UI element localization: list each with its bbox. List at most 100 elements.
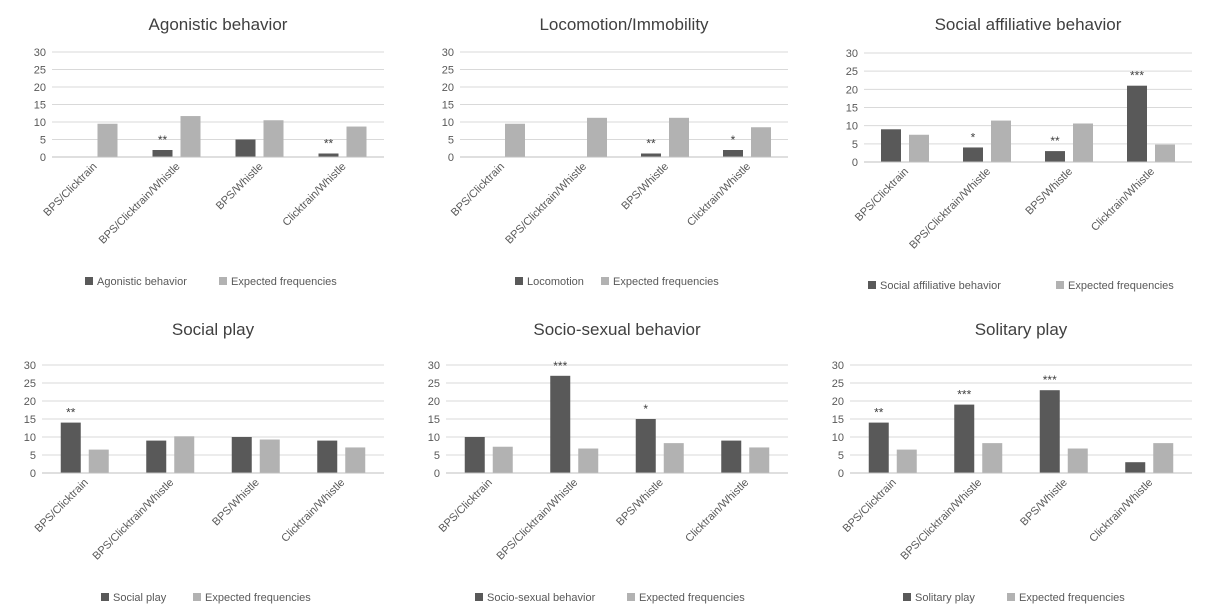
bar-observed bbox=[723, 150, 743, 157]
bar-observed bbox=[1045, 151, 1065, 162]
bar-expected bbox=[1073, 123, 1093, 162]
x-tick-label: Clicktrain/Whistle bbox=[1087, 477, 1155, 545]
y-tick-label: 0 bbox=[852, 157, 858, 169]
legend: Agonistic behavior Expected frequencies bbox=[85, 276, 337, 288]
y-tick-label: 15 bbox=[34, 100, 46, 112]
significance-label: * bbox=[643, 402, 648, 416]
x-tick-label: BPS/Clicktrain bbox=[437, 477, 495, 535]
legend-label: Expected frequencies bbox=[1068, 280, 1174, 292]
legend-label: Social affiliative behavior bbox=[880, 280, 1001, 292]
y-tick-label: 10 bbox=[34, 117, 46, 129]
legend-label: Solitary play bbox=[915, 592, 975, 604]
bar-observed bbox=[1039, 390, 1060, 473]
chart-title: Agonistic behavior bbox=[149, 15, 288, 34]
legend: Social play Expected frequencies bbox=[101, 592, 311, 604]
y-tick-label: 0 bbox=[434, 468, 440, 480]
bar-observed bbox=[550, 375, 571, 473]
chart-svg: Social affiliative behavior 0 5 10 15 20 25 30 B… bbox=[846, 15, 1192, 292]
y-tick-label: 25 bbox=[832, 378, 844, 390]
x-tick-label: Clicktrain/Whistle bbox=[685, 161, 753, 229]
legend-label: Locomotion bbox=[527, 276, 584, 288]
y-tick-label: 20 bbox=[24, 396, 36, 408]
y-tick-label: 25 bbox=[428, 378, 440, 390]
bar-expected bbox=[97, 123, 118, 157]
bar-expected bbox=[896, 449, 917, 473]
y-tick-label: 5 bbox=[30, 450, 36, 462]
legend-swatch bbox=[601, 277, 609, 285]
significance-label: ** bbox=[324, 137, 334, 151]
legend: Locomotion Expected frequencies bbox=[515, 276, 719, 288]
bar-expected bbox=[991, 120, 1011, 162]
bar-expected bbox=[263, 120, 284, 157]
y-tick-label: 20 bbox=[846, 84, 858, 96]
chart-panel: Social play 0 5 10 15 20 25 30 ** BPS/Clicktrain B… bbox=[0, 305, 404, 610]
bar-expected bbox=[259, 439, 280, 473]
chart-title: Locomotion/Immobility bbox=[539, 15, 709, 34]
y-tick-label: 5 bbox=[852, 139, 858, 151]
chart-panel: Socio-sexual behavior 0 5 10 15 20 25 30 BPS/Cli… bbox=[404, 305, 808, 610]
x-tick-label: BPS/Clicktrain/Whistle bbox=[97, 161, 183, 247]
y-tick-label: 25 bbox=[34, 65, 46, 77]
bar-expected bbox=[88, 449, 109, 473]
y-tick-label: 20 bbox=[428, 396, 440, 408]
chart-panel: Social affiliative behavior 0 5 10 15 20 25 30 B… bbox=[808, 0, 1212, 305]
x-tick-label: BPS/Whistle bbox=[619, 161, 671, 213]
y-tick-label: 15 bbox=[442, 100, 454, 112]
x-tick-label: BPS/Clicktrain/Whistle bbox=[495, 477, 581, 563]
bar-expected bbox=[749, 447, 770, 473]
y-tick-label: 30 bbox=[428, 360, 440, 372]
bar-observed bbox=[954, 404, 975, 473]
legend-label: Expected frequencies bbox=[231, 276, 337, 288]
bar-observed bbox=[231, 437, 252, 473]
chart-title: Social play bbox=[172, 320, 255, 339]
chart-panel: Agonistic behavior 0 5 10 15 20 25 30 BPS/Clickt… bbox=[0, 0, 404, 305]
significance-label: ** bbox=[158, 133, 168, 147]
legend-label: Agonistic behavior bbox=[97, 276, 187, 288]
x-tick-label: BPS/Clicktrain/Whistle bbox=[91, 477, 177, 563]
legend-swatch bbox=[193, 593, 201, 601]
chart-svg: Agonistic behavior 0 5 10 15 20 25 30 BPS/Clickt… bbox=[34, 15, 384, 288]
bar-observed bbox=[881, 129, 901, 162]
y-tick-label: 5 bbox=[448, 135, 454, 147]
legend-label: Expected frequencies bbox=[613, 276, 719, 288]
x-tick-label: BPS/Clicktrain bbox=[853, 166, 911, 224]
y-tick-label: 30 bbox=[442, 47, 454, 59]
significance-label: * bbox=[731, 133, 736, 147]
significance-label: *** bbox=[1130, 69, 1144, 83]
y-tick-label: 10 bbox=[832, 432, 844, 444]
bar-observed bbox=[235, 139, 256, 157]
chart-title: Social affiliative behavior bbox=[935, 15, 1122, 34]
x-tick-label: BPS/Whistle bbox=[1023, 166, 1075, 218]
x-tick-label: BPS/Clicktrain/Whistle bbox=[907, 166, 993, 252]
bar-observed bbox=[1127, 85, 1147, 162]
bar-expected bbox=[982, 443, 1003, 473]
y-tick-label: 25 bbox=[846, 66, 858, 78]
bar-expected bbox=[578, 448, 599, 473]
bar-expected bbox=[1153, 443, 1174, 473]
legend-swatch bbox=[627, 593, 635, 601]
bar-expected bbox=[669, 117, 689, 157]
x-tick-label: BPS/Whistle bbox=[1018, 477, 1070, 529]
bar-expected bbox=[174, 436, 195, 473]
chart-svg: Solitary play 0 5 10 15 20 25 30 ** BPS/Clicktrai… bbox=[832, 320, 1192, 604]
y-tick-label: 30 bbox=[846, 48, 858, 60]
legend: Social affiliative behavior Expected freq… bbox=[868, 280, 1174, 292]
x-tick-label: Clicktrain/Whistle bbox=[683, 477, 751, 545]
x-tick-label: BPS/Clicktrain bbox=[841, 477, 899, 535]
chart-svg: Locomotion/Immobility 0 5 10 15 20 25 30 BPS/Cli… bbox=[442, 15, 788, 288]
legend-swatch bbox=[1056, 281, 1064, 289]
bar-observed bbox=[721, 440, 742, 473]
legend: Solitary play Expected frequencies bbox=[903, 592, 1125, 604]
y-tick-label: 30 bbox=[34, 47, 46, 59]
legend-swatch bbox=[85, 277, 93, 285]
x-tick-label: Clicktrain/Whistle bbox=[280, 161, 348, 229]
bar-expected bbox=[663, 443, 684, 473]
legend-swatch bbox=[1007, 593, 1015, 601]
y-tick-label: 30 bbox=[24, 360, 36, 372]
bar-expected bbox=[751, 127, 771, 157]
y-tick-label: 15 bbox=[428, 414, 440, 426]
legend-swatch bbox=[101, 593, 109, 601]
bar-observed bbox=[146, 440, 167, 473]
legend-swatch bbox=[868, 281, 876, 289]
